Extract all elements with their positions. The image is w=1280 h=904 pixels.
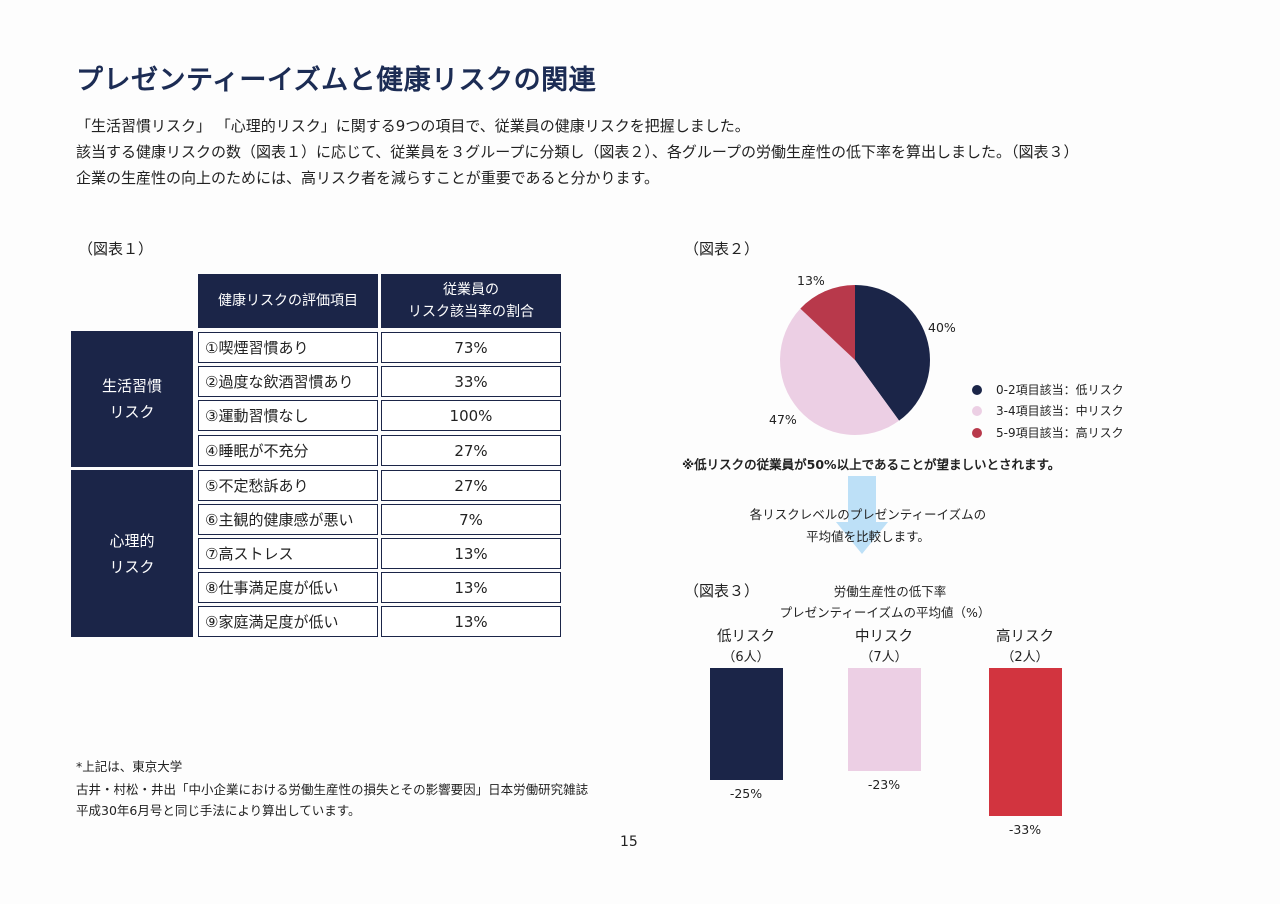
bar-count-label-high: （2人） [1001, 650, 1049, 665]
footnote-line-1: *上記は、東京大学 [76, 759, 183, 774]
arrow-text-line2: 平均値を比較します。 [806, 529, 930, 544]
legend-swatch-mid [972, 405, 982, 416]
pie-label-low: 40% [928, 320, 956, 335]
bar-category-label-mid: 中リスク [855, 629, 913, 645]
bar-high [988, 668, 1062, 816]
legend-label-high: 5-9項目該当：高リスク [996, 426, 1124, 440]
bar-value-label-mid: -23% [867, 777, 901, 793]
page-number: 15 [620, 834, 638, 850]
table-header-item-text: 健康リスクの評価項目 [218, 293, 358, 309]
table-row-item: ⑦高ストレス [198, 538, 378, 569]
legend-swatch-high [972, 427, 982, 438]
table-row-rate: 13% [381, 572, 561, 603]
table-header-rate-line1: 従業員の [443, 282, 499, 298]
fig3-label: （図表３） [684, 582, 760, 600]
fig1-label: （図表１） [78, 240, 154, 258]
bar-value-label-low: -25% [729, 786, 763, 802]
table-row-item: ⑤不定愁訴あり [198, 470, 378, 501]
bar-value-label-high: -33% [1008, 822, 1042, 837]
page-title: プレゼンティーイズムと健康リスクの関連 [76, 65, 597, 96]
category-psychological-risk: 心理的 リスク [71, 470, 193, 637]
footnote-line-2: 古井・村松・井出「中小企業における労働生産性の損失とその影響要因」日本労働研究雑… [76, 782, 589, 797]
table-header-rate: 従業員の リスク該当率の割合 [381, 274, 561, 328]
bar-mid [847, 668, 921, 772]
table-row-item: ④睡眠が不充分 [198, 435, 378, 466]
category-psychological-line2: リスク [109, 557, 155, 576]
intro-line-1: 「生活習慣リスク」 「心理的リスク」に関する9つの項目で、従業員の健康リスクを把… [76, 117, 750, 135]
table-row-item: ②過度な飲酒習慣あり [198, 366, 378, 397]
pie-label-mid: 47% [769, 412, 797, 427]
pie-slice-mid [780, 308, 900, 435]
table-row-rate: 73% [381, 332, 561, 363]
table-row-rate: 100% [381, 400, 561, 431]
risk-group-pie-chart [780, 285, 931, 435]
legend-label-low: 0-2項目該当：低リスク [996, 383, 1124, 397]
fig2-note: ※低リスクの従業員が50%以上であることが望ましいとされます。 [682, 457, 1061, 472]
category-lifestyle-line1: 生活習慣 [101, 377, 162, 395]
pie-slice-low [855, 285, 931, 421]
table-header-rate-line2: リスク該当率の割合 [408, 304, 534, 320]
intro-line-3: 企業の生産性の向上のためには、高リスク者を減らすことが重要であると分かります。 [76, 169, 660, 187]
category-lifestyle-risk: 生活習慣 リスク [71, 331, 193, 467]
bar-category-label-low: 低リスク [717, 629, 775, 645]
bar-category-label-high: 高リスク [996, 629, 1054, 645]
table-header-item: 健康リスクの評価項目 [198, 274, 378, 328]
category-lifestyle-line2: リスク [109, 403, 155, 421]
bar-low [709, 668, 783, 781]
bar-count-label-low: （6人） [722, 650, 770, 665]
table-row-rate: 27% [381, 435, 561, 466]
table-row-rate: 13% [381, 606, 561, 637]
pie-slice-high [800, 285, 855, 360]
bar-count-label-mid: （7人） [860, 650, 908, 665]
pie-label-high: 13% [797, 273, 825, 288]
table-row-rate: 13% [381, 538, 561, 569]
down-arrow-icon [836, 476, 888, 554]
table-row-item: ⑥主観的健康感が悪い [198, 504, 378, 535]
legend-item-mid: 3-4項目該当：中リスク [972, 402, 1124, 419]
legend-swatch-low [972, 384, 982, 395]
table-row-rate: 27% [381, 470, 561, 501]
intro-line-2: 該当する健康リスクの数（図表１）に応じて、従業員を３グループに分類し（図表２）、… [76, 143, 1079, 161]
table-row-item: ③運動習慣なし [198, 400, 378, 431]
legend-label-mid: 3-4項目該当：中リスク [996, 404, 1124, 418]
category-psychological-line1: 心理的 [109, 531, 155, 550]
table-row-rate: 7% [381, 504, 561, 535]
legend-item-high: 5-9項目該当：高リスク [972, 424, 1124, 441]
footnote-line-3: 平成30年6月号と同じ手法により算出しています。 [76, 803, 361, 818]
fig3-title-line2: プレゼンティーイズムの平均値（%） [779, 605, 991, 620]
table-row-rate: 33% [381, 366, 561, 397]
table-row-item: ⑨家庭満足度が低い [198, 606, 378, 637]
legend-item-low: 0-2項目該当：低リスク [972, 381, 1124, 398]
fig2-label: （図表２） [684, 240, 760, 258]
fig3-title-line1: 労働生産性の低下率 [833, 584, 947, 599]
table-row-item: ①喫煙習慣あり [198, 332, 378, 363]
table-row-item: ⑧仕事満足度が低い [198, 572, 378, 603]
arrow-text-line1: 各リスクレベルのプレゼンティーイズムの [749, 507, 987, 522]
